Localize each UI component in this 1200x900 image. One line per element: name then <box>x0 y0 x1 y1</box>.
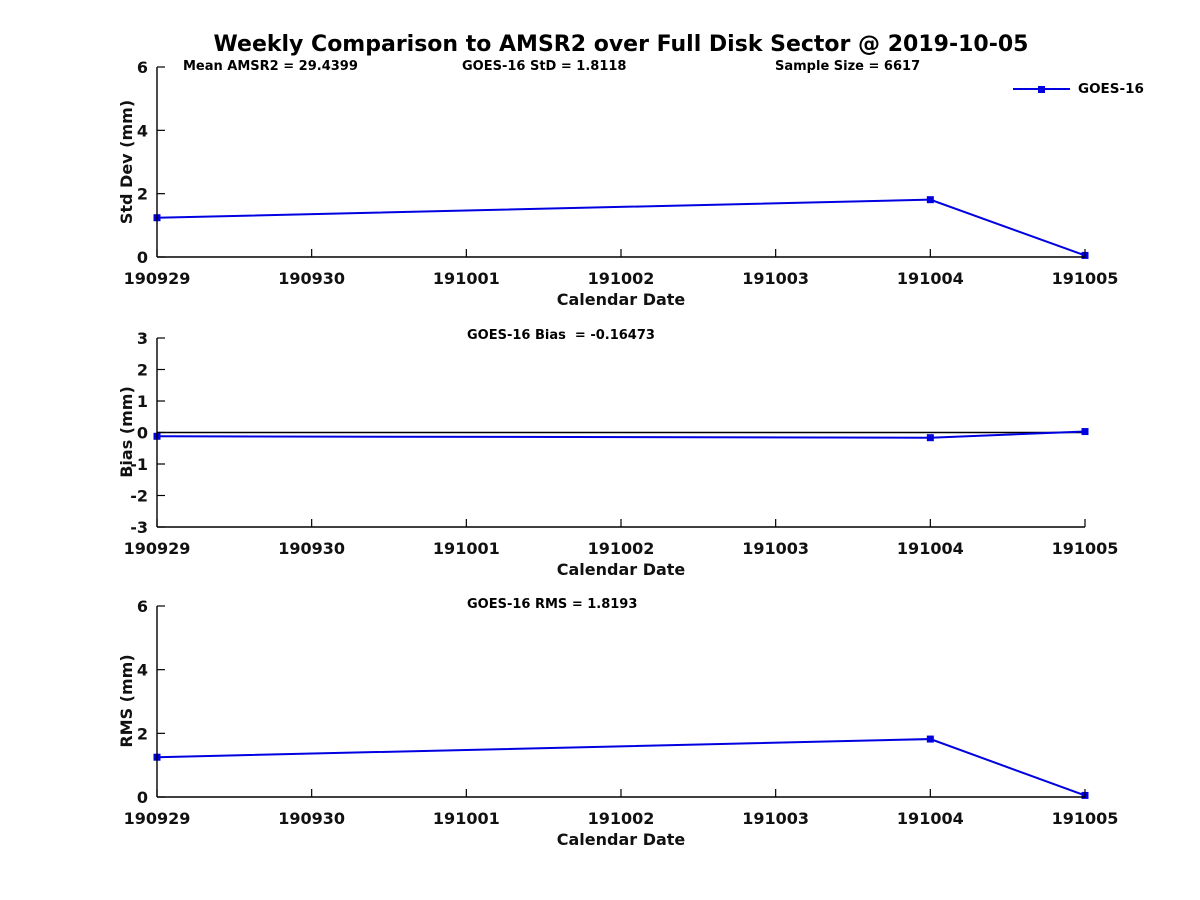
annotation-sample-size: Sample Size = 6617 <box>775 59 921 74</box>
x-tick-label: 191002 <box>588 809 655 828</box>
x-tick-label: 191003 <box>742 809 809 828</box>
x-tick-label: 191002 <box>588 539 655 558</box>
annotation-mean-amsr2: Mean AMSR2 = 29.4399 <box>183 59 358 74</box>
x-tick-label: 191005 <box>1052 809 1119 828</box>
legend: GOES-16 <box>1013 82 1144 96</box>
x-tick-label: 190930 <box>278 539 345 558</box>
y-tick-label: 0 <box>137 248 148 267</box>
x-tick-label: 190929 <box>124 809 191 828</box>
y-tick-label: 4 <box>137 121 148 140</box>
x-tick-label: 190929 <box>124 539 191 558</box>
x-tick-label: 191004 <box>897 539 964 558</box>
y-tick-label: 2 <box>137 185 148 204</box>
goes-16-data-marker <box>1081 428 1089 436</box>
legend-square-marker-icon <box>1038 85 1045 93</box>
y-tick-label: 6 <box>137 58 148 77</box>
y-tick-label: -2 <box>130 487 148 506</box>
y-tick-label: 6 <box>137 597 148 616</box>
x-tick-label: 191004 <box>897 809 964 828</box>
bias-chart: 190929 190930 191001 191002 191003 191004 1910… <box>124 329 1119 558</box>
x-axis-label-middle: Calendar Date <box>556 560 686 579</box>
x-tick-label: 190930 <box>278 809 345 828</box>
y-tick-label: 0 <box>137 788 148 807</box>
x-axis-label-top: Calendar Date <box>556 290 686 309</box>
x-tick-label: 191002 <box>588 269 655 288</box>
y-axis-label-rms: RMS (mm) <box>117 654 136 748</box>
goes-16-data-line <box>156 198 1086 257</box>
y-axis-label-std-dev: Std Dev (mm) <box>117 99 136 225</box>
y-tick-label: -3 <box>130 518 148 537</box>
y-tick-label: 2 <box>137 724 148 743</box>
annotation-goes16-rms: GOES-16 RMS = 1.8193 <box>467 597 638 612</box>
x-tick-label: 190929 <box>124 269 191 288</box>
y-axis-label-bias: Bias (mm) <box>117 386 136 478</box>
goes-16-data-marker <box>926 434 934 442</box>
x-tick-label: 191005 <box>1052 539 1119 558</box>
x-tick-label: 191001 <box>433 269 500 288</box>
y-tick-label: 4 <box>137 661 148 680</box>
goes-16-data-line <box>156 738 1086 797</box>
y-tick-label: 2 <box>137 361 148 380</box>
goes-16-data-marker <box>926 196 934 204</box>
legend-line-sample <box>1013 85 1070 93</box>
x-axis-label-bottom: Calendar Date <box>556 830 686 849</box>
rms-chart: 190929 190930 191001 191002 191003 191004 1910… <box>124 597 1119 828</box>
x-tick-label: 191004 <box>897 269 964 288</box>
x-tick-label: 191003 <box>742 539 809 558</box>
x-tick-label: 191003 <box>742 269 809 288</box>
y-tick-label: -1 <box>130 455 148 474</box>
std-dev-chart: 190929 190930 191001 191002 191003 191004 1910… <box>124 58 1119 288</box>
x-tick-label: 190930 <box>278 269 345 288</box>
legend-label: GOES-16 <box>1078 81 1144 97</box>
y-tick-label: 0 <box>137 424 148 443</box>
x-tick-label: 191005 <box>1052 269 1119 288</box>
x-tick-label: 191001 <box>433 809 500 828</box>
y-tick-label: 3 <box>137 329 148 348</box>
x-tick-label: 191001 <box>433 539 500 558</box>
annotation-goes16-std: GOES-16 StD = 1.8118 <box>462 59 627 74</box>
y-tick-label: 1 <box>137 392 148 411</box>
annotation-goes16-bias: GOES-16 Bias = -0.16473 <box>467 328 655 343</box>
figure-title: Weekly Comparison to AMSR2 over Full Dis… <box>213 32 1029 57</box>
goes-16-data-marker <box>926 735 934 743</box>
